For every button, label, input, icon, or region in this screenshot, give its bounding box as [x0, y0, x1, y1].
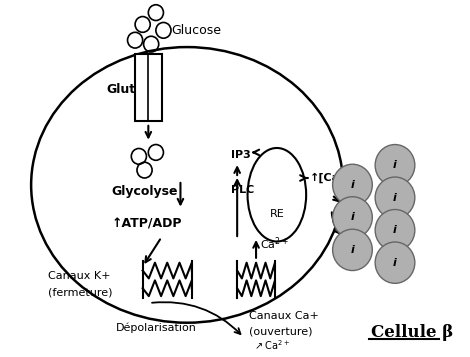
Text: i: i: [351, 180, 354, 190]
Text: i: i: [393, 225, 397, 235]
Text: Canaux Ca+: Canaux Ca+: [249, 311, 318, 321]
Text: PLC: PLC: [232, 185, 255, 195]
Circle shape: [375, 145, 415, 186]
Circle shape: [375, 242, 415, 283]
Text: ↑[Ca²⁺]: ↑[Ca²⁺]: [310, 173, 356, 183]
Text: Cellule β: Cellule β: [371, 324, 454, 341]
Text: i: i: [351, 212, 354, 222]
Text: (fermeture): (fermeture): [48, 287, 113, 297]
Text: RE: RE: [269, 210, 284, 220]
Text: Dépolarisation: Dépolarisation: [116, 322, 197, 333]
Text: $\nearrow$Ca$^{2+}$: $\nearrow$Ca$^{2+}$: [253, 338, 290, 352]
Circle shape: [333, 197, 372, 238]
Text: IP3: IP3: [232, 150, 251, 160]
Circle shape: [375, 177, 415, 218]
Text: Canaux K+: Canaux K+: [48, 271, 110, 281]
Text: i: i: [393, 258, 397, 268]
Circle shape: [333, 164, 372, 206]
Text: Glycolyse: Glycolyse: [111, 185, 178, 198]
Bar: [135, 54, 162, 121]
Circle shape: [333, 229, 372, 271]
Text: Glut-2: Glut-2: [107, 83, 150, 96]
Text: i: i: [351, 245, 354, 255]
Text: Ca$^{2+}$: Ca$^{2+}$: [260, 236, 289, 252]
Text: ↑ATP/ADP: ↑ATP/ADP: [111, 218, 182, 231]
Text: Glucose: Glucose: [171, 24, 221, 37]
Circle shape: [375, 210, 415, 251]
Text: i: i: [393, 193, 397, 203]
Text: i: i: [393, 160, 397, 170]
Text: (ouverture): (ouverture): [249, 327, 312, 337]
